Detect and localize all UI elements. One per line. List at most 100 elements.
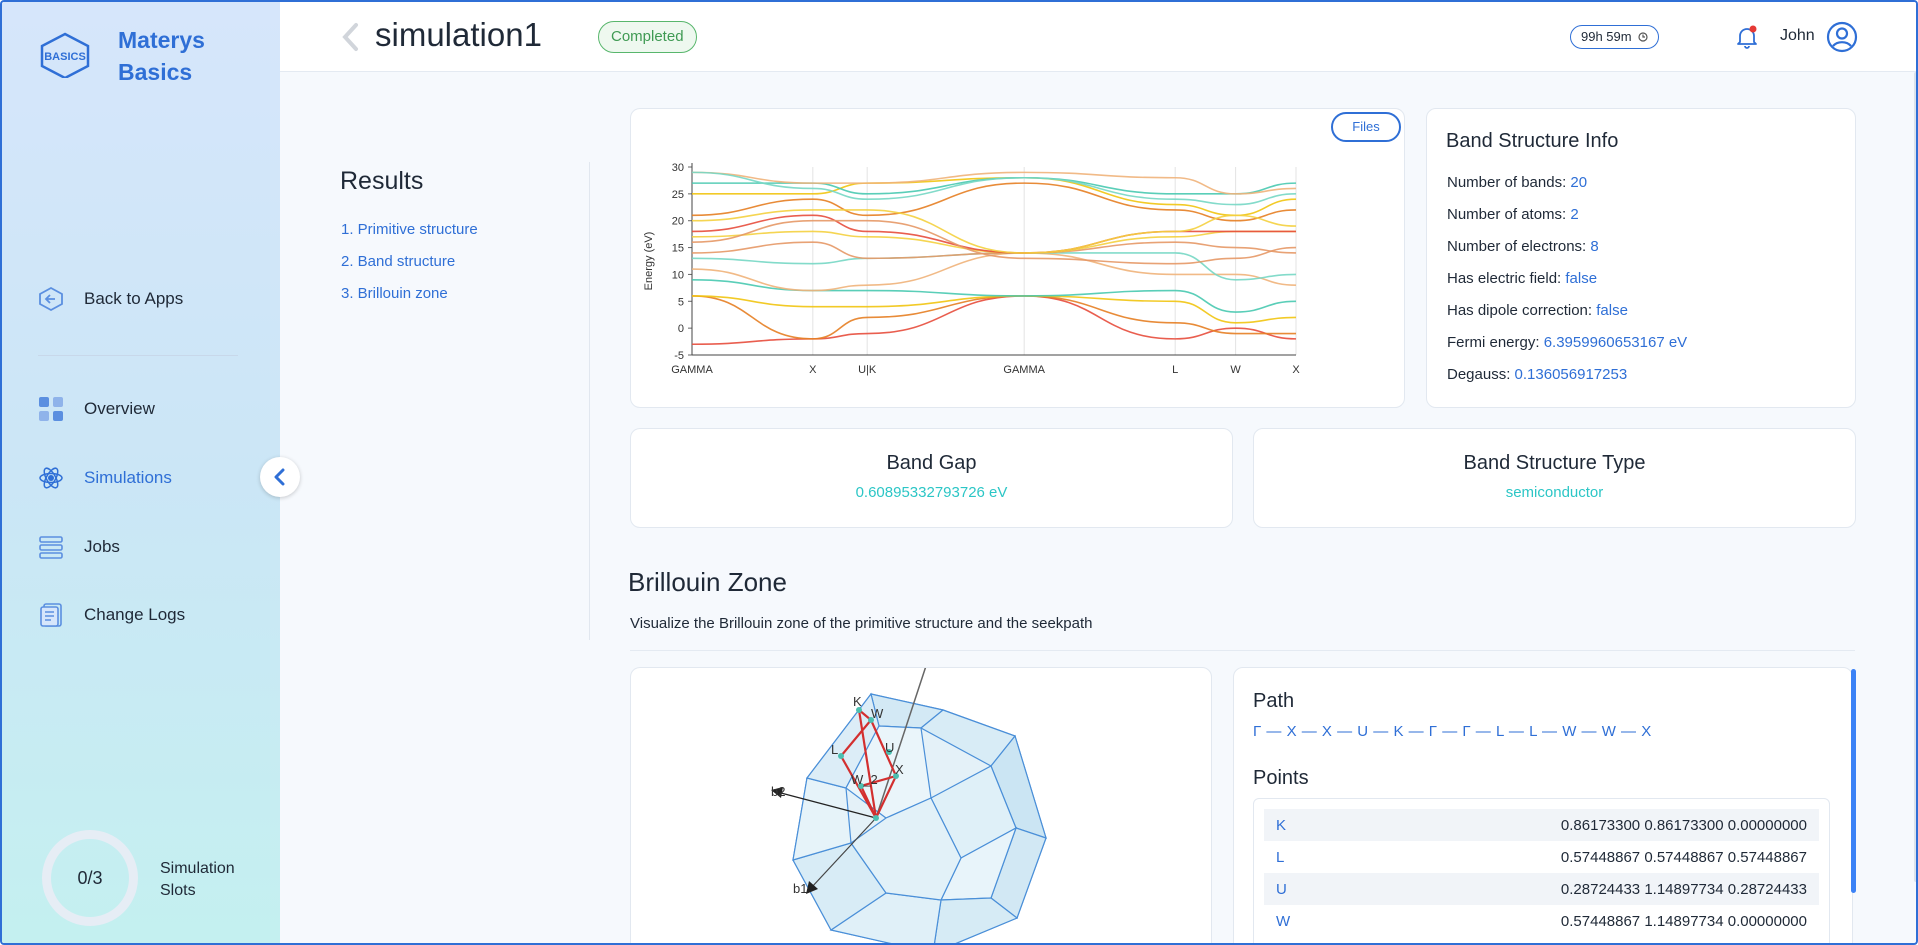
points-title: Points [1253, 767, 1309, 789]
info-row-dipole: Has dipole correction: false [1447, 302, 1628, 319]
simulation-slots-ring: 0/3 [42, 830, 138, 926]
time-remaining-badge: 99h 59m [1570, 25, 1659, 49]
results-divider [589, 162, 590, 640]
bz-label-b2: b2 [771, 784, 785, 799]
sidebar-item-label: Change Logs [84, 605, 186, 624]
table-row: U 0.28724433 1.14897734 0.28724433 [1264, 873, 1819, 905]
brillouin-description: Visualize the Brillouin zone of the prim… [630, 615, 1093, 632]
status-badge: Completed [598, 21, 697, 53]
atom-icon [38, 465, 64, 491]
band-type-title: Band Structure Type [1463, 452, 1646, 474]
sidebar-divider [38, 355, 238, 356]
notification-bell-icon[interactable] [1736, 25, 1758, 49]
page-title: simulation1 [375, 16, 542, 53]
sidebar: BASICS Materys Basics Back to Apps Overv… [2, 2, 280, 943]
brillouin-3d-viewer[interactable]: b2 b1 K W U L W_2 X [630, 667, 1212, 943]
files-button[interactable]: Files [1331, 112, 1401, 142]
logo-icon: BASICS [40, 32, 90, 78]
bz-label-w: W [871, 706, 884, 721]
brand-name: Materys Basics [118, 27, 205, 85]
back-to-apps-link[interactable]: Back to Apps [38, 284, 183, 314]
header: simulation1 Completed 99h 59m John [280, 2, 1916, 72]
section-divider [630, 650, 1855, 651]
band-line [691, 252, 1297, 281]
table-row: W 0.57448867 1.14897734 0.00000000 [1276, 912, 1807, 930]
simulation-slots-label: Simulation Slots [160, 860, 235, 899]
info-row-degauss: Degauss: 0.136056917253 [1447, 366, 1628, 383]
band-line [691, 295, 1297, 346]
back-chevron-icon[interactable] [340, 22, 362, 52]
sidebar-item-change-logs[interactable]: Change Logs [38, 600, 185, 630]
table-row: L 0.57448867 0.57448867 0.57448867 [1276, 848, 1807, 866]
info-row-electric-field: Has electric field: false [1447, 270, 1598, 287]
points-scrollbar[interactable] [1851, 669, 1856, 893]
info-row-fermi: Fermi energy: 6.3959960653167 eV [1447, 334, 1688, 351]
grid-icon [38, 396, 64, 422]
sidebar-item-label: Overview [84, 399, 155, 418]
band-line [691, 252, 1297, 292]
x-tick-label: W [1230, 364, 1241, 376]
band-line [691, 171, 1297, 206]
brillouin-title: Brillouin Zone [628, 567, 787, 597]
bz-label-l: L [831, 742, 838, 757]
sidebar-item-label: Jobs [84, 537, 120, 556]
x-tick-label: X [1292, 364, 1300, 376]
y-tick-label: 0 [678, 323, 684, 335]
sidebar-item-label: Simulations [84, 468, 172, 487]
bz-label-w2: W_2 [851, 772, 878, 787]
x-tick-label: L [1172, 364, 1178, 376]
results-link-band-structure[interactable]: 2. Band structure [341, 253, 456, 270]
x-tick-label: U|K [858, 364, 877, 376]
band-gap-value: 0.60895332793726 eV [855, 484, 1008, 501]
band-gap-title: Band Gap [886, 452, 977, 474]
band-line [691, 171, 1297, 195]
y-tick-label: 25 [672, 189, 684, 201]
band-gap-card [630, 428, 1233, 528]
band-line [691, 279, 1297, 313]
y-tick-label: -5 [674, 350, 684, 362]
user-avatar-icon[interactable] [1826, 21, 1858, 53]
y-tick-label: 5 [678, 296, 684, 308]
bz-label-b1: b1 [793, 881, 807, 896]
info-row-bands: Number of bands: 20 [1447, 174, 1588, 191]
bz-label-u: U [885, 740, 894, 755]
band-structure-chart: GAMMA X U|K GAMMA L W X 30 25 20 15 10 5 0 -5 Energy (e… [643, 162, 1300, 376]
y-tick-label: 30 [672, 162, 684, 174]
chevron-left-icon [274, 468, 285, 486]
band-info-title: Band Structure Info [1446, 130, 1619, 152]
results-link-brillouin-zone[interactable]: 3. Brillouin zone [341, 285, 448, 302]
path-title: Path [1253, 690, 1295, 712]
x-tick-label: GAMMA [671, 364, 713, 376]
page-scrollbar[interactable] [1914, 72, 1916, 882]
results-link-primitive-structure[interactable]: 1. Primitive structure [341, 221, 478, 238]
logo-text: BASICS [44, 51, 86, 63]
info-row-electrons: Number of electrons: 8 [1447, 238, 1599, 255]
path-value: Γ — X — X — U — K — Γ — Γ — L — L — W — … [1253, 723, 1652, 740]
back-to-apps-label: Back to Apps [84, 289, 184, 308]
y-tick-label: 15 [672, 243, 684, 255]
user-name[interactable]: John [1780, 27, 1815, 44]
list-icon [38, 534, 64, 560]
points-table: K 0.86173300 0.86173300 0.00000000 L 0.574… [1253, 798, 1830, 943]
sidebar-item-jobs[interactable]: Jobs [38, 532, 120, 562]
results-title: Results [340, 167, 424, 195]
x-tick-label: GAMMA [1003, 364, 1045, 376]
sidebar-item-overview[interactable]: Overview [38, 394, 155, 424]
band-line [691, 182, 1297, 222]
table-row: K 0.86173300 0.86173300 0.00000000 [1264, 809, 1819, 841]
info-row-atoms: Number of atoms: 2 [1447, 206, 1579, 223]
back-arrow-icon [38, 286, 64, 312]
collapse-sidebar-button[interactable] [260, 457, 300, 497]
y-tick-label: 10 [672, 269, 684, 281]
timer-value: 99h 59m [1581, 29, 1632, 44]
band-line [691, 219, 1297, 265]
bz-label-k: K [853, 694, 862, 709]
sidebar-item-simulations[interactable]: Simulations [38, 463, 172, 493]
band-line [691, 209, 1297, 254]
band-info-card [1426, 108, 1856, 408]
y-axis-label: Energy (eV) [643, 232, 655, 291]
clock-icon [1637, 32, 1648, 42]
band-line [691, 295, 1297, 324]
band-type-value: semiconductor [1505, 484, 1604, 501]
